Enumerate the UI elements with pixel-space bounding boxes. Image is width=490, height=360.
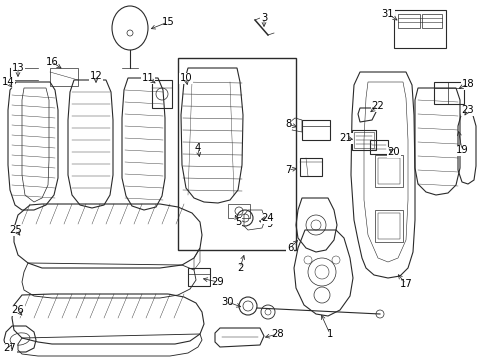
Bar [188,268,210,286]
Bar [300,158,322,176]
Bar [422,14,442,28]
Text: 18: 18 [462,79,474,89]
Bar [228,204,250,218]
Bar [398,14,420,28]
Text: 29: 29 [212,277,224,287]
Bar [370,140,388,154]
Bar [50,68,78,86]
Text: 27: 27 [3,343,16,353]
Text: 23: 23 [462,105,474,115]
Text: 14: 14 [1,77,14,87]
Text: 12: 12 [90,71,102,81]
Text: 10: 10 [180,73,192,83]
Bar [434,82,464,104]
Bar [152,80,172,108]
Text: 3: 3 [261,13,267,23]
Text: 4: 4 [195,143,201,153]
Text: 13: 13 [12,63,24,73]
Bar [378,213,400,239]
Text: 16: 16 [46,57,58,67]
Text: 19: 19 [456,145,468,155]
Bar [352,130,376,150]
Text: 28: 28 [271,329,284,339]
Text: 17: 17 [400,279,413,289]
Text: 11: 11 [142,73,154,83]
Text: 8: 8 [285,119,291,129]
Text: 24: 24 [262,213,274,223]
Text: 2: 2 [237,263,243,273]
Bar [375,155,403,187]
Text: 15: 15 [162,17,174,27]
Bar [378,158,400,184]
Bar [178,58,296,250]
Text: 26: 26 [12,305,24,315]
Bar [375,210,403,242]
Text: 31: 31 [382,9,394,19]
Bar [394,10,446,48]
Text: 22: 22 [371,101,384,111]
Text: 7: 7 [285,165,291,175]
Text: 30: 30 [222,297,234,307]
Text: 25: 25 [10,225,23,235]
Bar [354,132,374,148]
Text: 9: 9 [267,219,273,229]
Text: 1: 1 [327,329,333,339]
Text: 6: 6 [287,243,293,253]
Bar [302,120,330,140]
Text: 5: 5 [235,217,241,227]
Text: 21: 21 [340,133,352,143]
Text: 20: 20 [388,147,400,157]
